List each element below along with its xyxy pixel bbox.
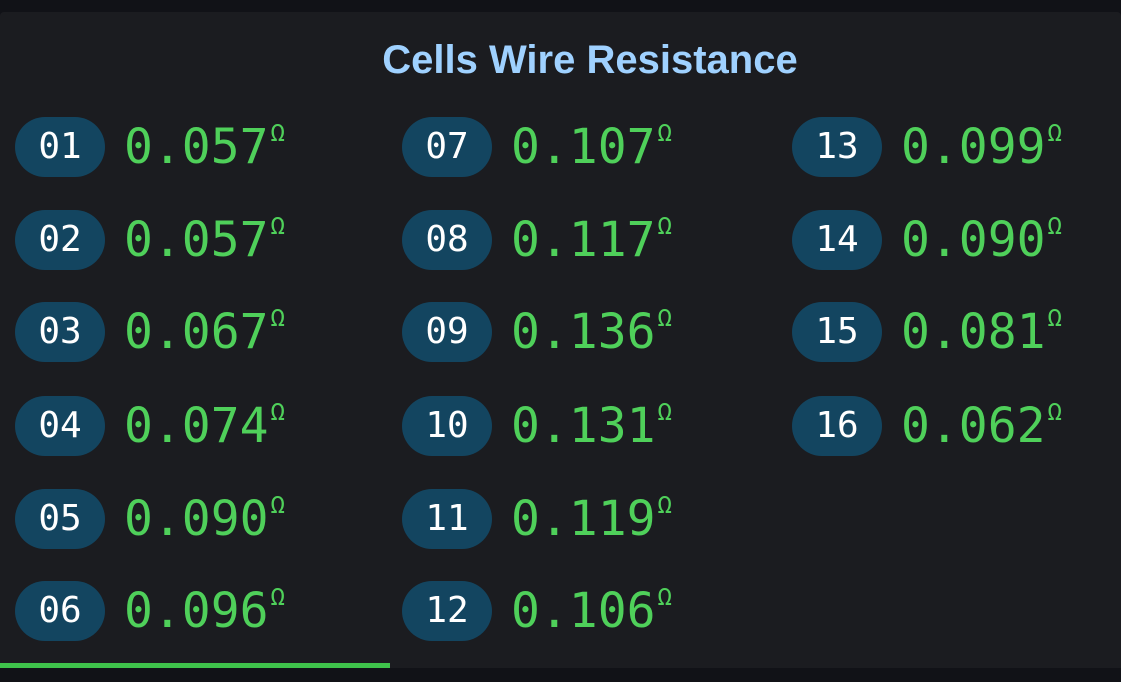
cell-value: 0.074Ω <box>124 398 285 454</box>
ohm-unit: Ω <box>1047 212 1062 240</box>
cell-badge: 11 <box>402 489 492 549</box>
cell-badge: 16 <box>792 396 882 456</box>
ohm-unit: Ω <box>657 398 672 426</box>
cell-04: 04 0.074Ω <box>15 396 285 456</box>
cell-value: 0.107Ω <box>511 119 672 175</box>
cell-value: 0.057Ω <box>124 212 285 268</box>
cell-11: 11 0.119Ω <box>402 489 672 549</box>
cell-badge: 05 <box>15 489 105 549</box>
resistance-panel: Cells Wire Resistance <box>0 12 1121 668</box>
cell-14: 14 0.090Ω <box>792 210 1062 270</box>
cell-value: 0.119Ω <box>511 491 672 547</box>
ohm-unit: Ω <box>270 491 285 519</box>
cell-15: 15 0.081Ω <box>792 302 1062 362</box>
cell-13: 13 0.099Ω <box>792 117 1062 177</box>
ohm-unit: Ω <box>657 304 672 332</box>
cell-03: 03 0.067Ω <box>15 302 285 362</box>
cell-06: 06 0.096Ω <box>15 581 285 641</box>
ohm-unit: Ω <box>1047 398 1062 426</box>
progress-bar <box>0 663 390 668</box>
cell-badge: 14 <box>792 210 882 270</box>
cell-value: 0.067Ω <box>124 304 285 360</box>
cell-01: 01 0.057Ω <box>15 117 285 177</box>
cell-16: 16 0.062Ω <box>792 396 1062 456</box>
cell-value: 0.096Ω <box>124 583 285 639</box>
cell-badge: 13 <box>792 117 882 177</box>
cell-badge: 12 <box>402 581 492 641</box>
cell-badge: 01 <box>15 117 105 177</box>
ohm-unit: Ω <box>270 212 285 240</box>
ohm-unit: Ω <box>657 212 672 240</box>
ohm-unit: Ω <box>270 398 285 426</box>
cell-badge: 10 <box>402 396 492 456</box>
cell-value: 0.099Ω <box>901 119 1062 175</box>
cell-badge: 07 <box>402 117 492 177</box>
cell-badge: 15 <box>792 302 882 362</box>
cell-value: 0.090Ω <box>124 491 285 547</box>
cell-badge: 06 <box>15 581 105 641</box>
ohm-unit: Ω <box>270 304 285 332</box>
cell-05: 05 0.090Ω <box>15 489 285 549</box>
cell-badge: 08 <box>402 210 492 270</box>
cell-10: 10 0.131Ω <box>402 396 672 456</box>
cell-07: 07 0.107Ω <box>402 117 672 177</box>
cell-badge: 09 <box>402 302 492 362</box>
ohm-unit: Ω <box>1047 304 1062 332</box>
cell-badge: 02 <box>15 210 105 270</box>
cell-value: 0.090Ω <box>901 212 1062 268</box>
ohm-unit: Ω <box>270 119 285 147</box>
cell-value: 0.057Ω <box>124 119 285 175</box>
ohm-unit: Ω <box>270 583 285 611</box>
panel-title: Cells Wire Resistance <box>382 38 798 82</box>
cell-badge: 03 <box>15 302 105 362</box>
ohm-unit: Ω <box>1047 119 1062 147</box>
cell-value: 0.081Ω <box>901 304 1062 360</box>
cell-02: 02 0.057Ω <box>15 210 285 270</box>
ohm-unit: Ω <box>657 583 672 611</box>
cell-value: 0.106Ω <box>511 583 672 639</box>
cell-value: 0.062Ω <box>901 398 1062 454</box>
cell-12: 12 0.106Ω <box>402 581 672 641</box>
cell-value: 0.131Ω <box>511 398 672 454</box>
cell-badge: 04 <box>15 396 105 456</box>
bottom-strip <box>0 668 1121 682</box>
cell-09: 09 0.136Ω <box>402 302 672 362</box>
cell-08: 08 0.117Ω <box>402 210 672 270</box>
ohm-unit: Ω <box>657 119 672 147</box>
ohm-unit: Ω <box>657 491 672 519</box>
cell-value: 0.117Ω <box>511 212 672 268</box>
cell-value: 0.136Ω <box>511 304 672 360</box>
